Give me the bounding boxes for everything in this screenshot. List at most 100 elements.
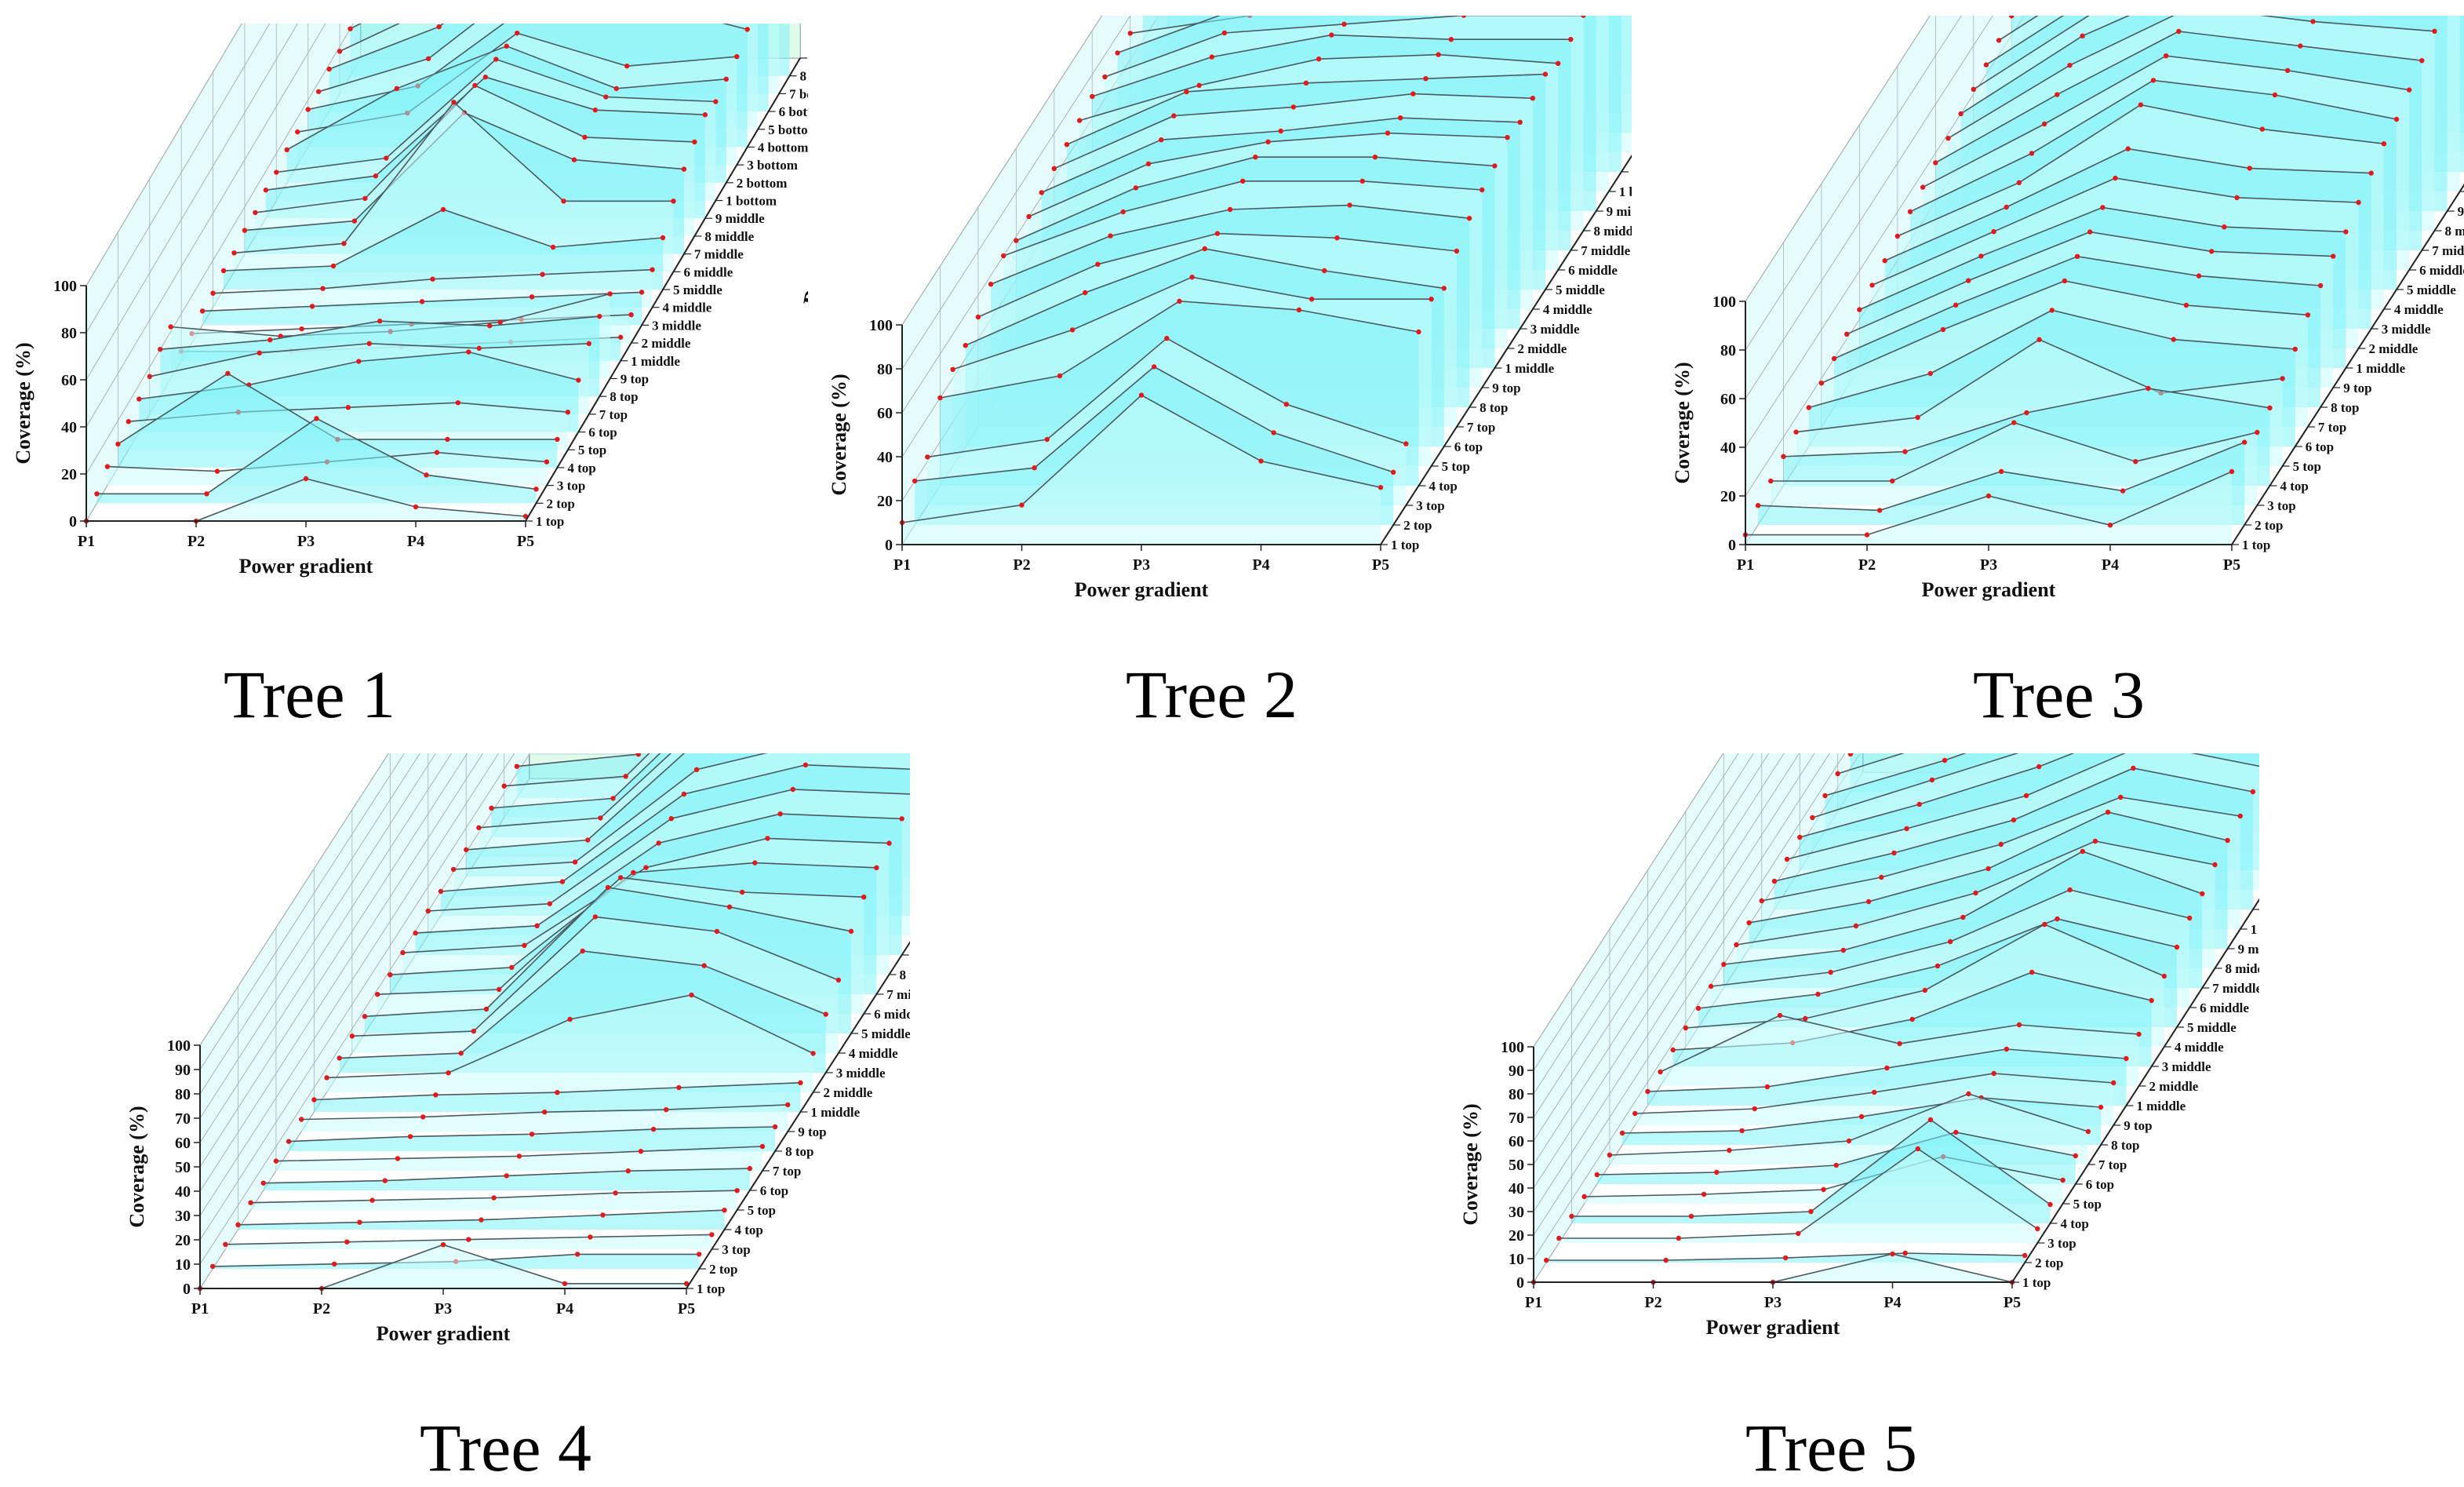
position-label: 6 top (1454, 439, 1483, 454)
position-label: 7 top (1467, 420, 1495, 435)
data-point (324, 1075, 329, 1080)
data-point (1115, 50, 1119, 55)
data-point (1240, 179, 1245, 184)
data-point (1966, 1092, 1971, 1096)
y-tick-label: 0 (1516, 1274, 1524, 1292)
data-point (1556, 1236, 1561, 1241)
position-label: 3 middle (1530, 322, 1580, 337)
data-point (1322, 268, 1327, 273)
position-label: 8 bottom (800, 69, 808, 84)
y-tick-label: 80 (1720, 342, 1736, 359)
data-point (2118, 795, 2123, 800)
data-point (694, 767, 699, 772)
data-point (555, 437, 559, 442)
data-point (530, 1132, 534, 1136)
data-point (1095, 262, 1100, 267)
data-point (1334, 235, 1339, 240)
data-point (1253, 155, 1257, 159)
data-point (765, 836, 770, 840)
position-label: 3 middle (2382, 322, 2431, 337)
x-tick-label: P5 (517, 533, 534, 550)
data-point (1014, 238, 1018, 242)
position-label: 9 middle (715, 211, 765, 226)
data-point (1760, 898, 1764, 903)
data-point (1517, 120, 1522, 125)
data-point (1632, 1111, 1637, 1116)
data-point (1933, 160, 1938, 165)
x-tick-label: P3 (1133, 556, 1150, 574)
data-point (1045, 437, 1050, 442)
data-point (299, 326, 304, 331)
position-label: 9 top (621, 371, 649, 386)
data-point (332, 1262, 337, 1267)
data-point (1689, 1214, 1694, 1219)
data-point (976, 315, 981, 319)
position-label: 8 top (2331, 400, 2359, 415)
data-point (2176, 29, 2181, 34)
data-point (2222, 224, 2226, 229)
x-tick-label: P1 (1525, 1294, 1542, 1311)
x-tick-label: P1 (1737, 556, 1754, 574)
data-point (588, 1234, 592, 1239)
position-label: 6 middle (874, 1007, 910, 1022)
data-point (899, 816, 904, 821)
data-point (1966, 278, 1971, 282)
position-label: 8 top (610, 389, 638, 404)
data-point (367, 341, 372, 346)
position-label: 9 middle (2238, 942, 2259, 957)
data-point (1915, 415, 1920, 420)
data-point (1992, 1071, 1996, 1076)
data-point (2011, 818, 2016, 822)
position-label: 2 middle (2149, 1079, 2199, 1094)
data-point (734, 54, 739, 59)
data-point (1479, 188, 1484, 192)
data-point (1683, 1026, 1688, 1030)
data-point (727, 905, 732, 909)
y-tick-label: 50 (1509, 1157, 1524, 1174)
data-point (2075, 254, 2080, 259)
data-point (752, 860, 757, 865)
data-point (1844, 332, 1849, 337)
data-point (703, 112, 708, 117)
y-tick-label: 60 (877, 405, 893, 422)
data-point (1347, 202, 1352, 207)
y-tick-label: 20 (877, 493, 893, 510)
position-label: 2 top (2035, 1256, 2063, 1270)
data-point (2149, 998, 2153, 1003)
data-point (311, 1097, 316, 1102)
data-point (1329, 32, 1334, 37)
data-point (548, 902, 552, 906)
data-point (2100, 205, 2105, 210)
data-point (395, 1156, 400, 1161)
data-point (1595, 1172, 1600, 1177)
x-tick-label: P4 (1252, 556, 1269, 574)
x-axis-title: Power gradient (1075, 578, 1209, 601)
y-tick-label: 90 (175, 1062, 191, 1079)
data-point (1948, 939, 1953, 944)
position-label: 3 top (2047, 1236, 2076, 1251)
data-point (1807, 405, 1811, 410)
data-point (1973, 891, 1978, 895)
position-label: 1 bottom (726, 194, 777, 209)
data-point (2036, 764, 2041, 769)
data-point (299, 1117, 304, 1121)
data-point (760, 1144, 765, 1149)
data-point (1436, 52, 1440, 56)
data-point (2133, 459, 2138, 464)
data-point (1803, 1016, 1807, 1021)
data-point (988, 282, 993, 286)
position-label: 8 top (785, 1144, 813, 1159)
data-point (2042, 122, 2047, 126)
data-point (346, 405, 351, 410)
position-label: 4 middle (2394, 302, 2444, 317)
position-label: 8 top (1479, 400, 1508, 415)
data-point (466, 1237, 471, 1241)
position-label: 2 top (709, 1262, 737, 1277)
data-point (1902, 449, 1907, 454)
data-point (352, 218, 357, 223)
data-point (1164, 336, 1169, 341)
data-point (210, 290, 215, 295)
data-point (624, 64, 629, 68)
data-point (2234, 195, 2239, 200)
